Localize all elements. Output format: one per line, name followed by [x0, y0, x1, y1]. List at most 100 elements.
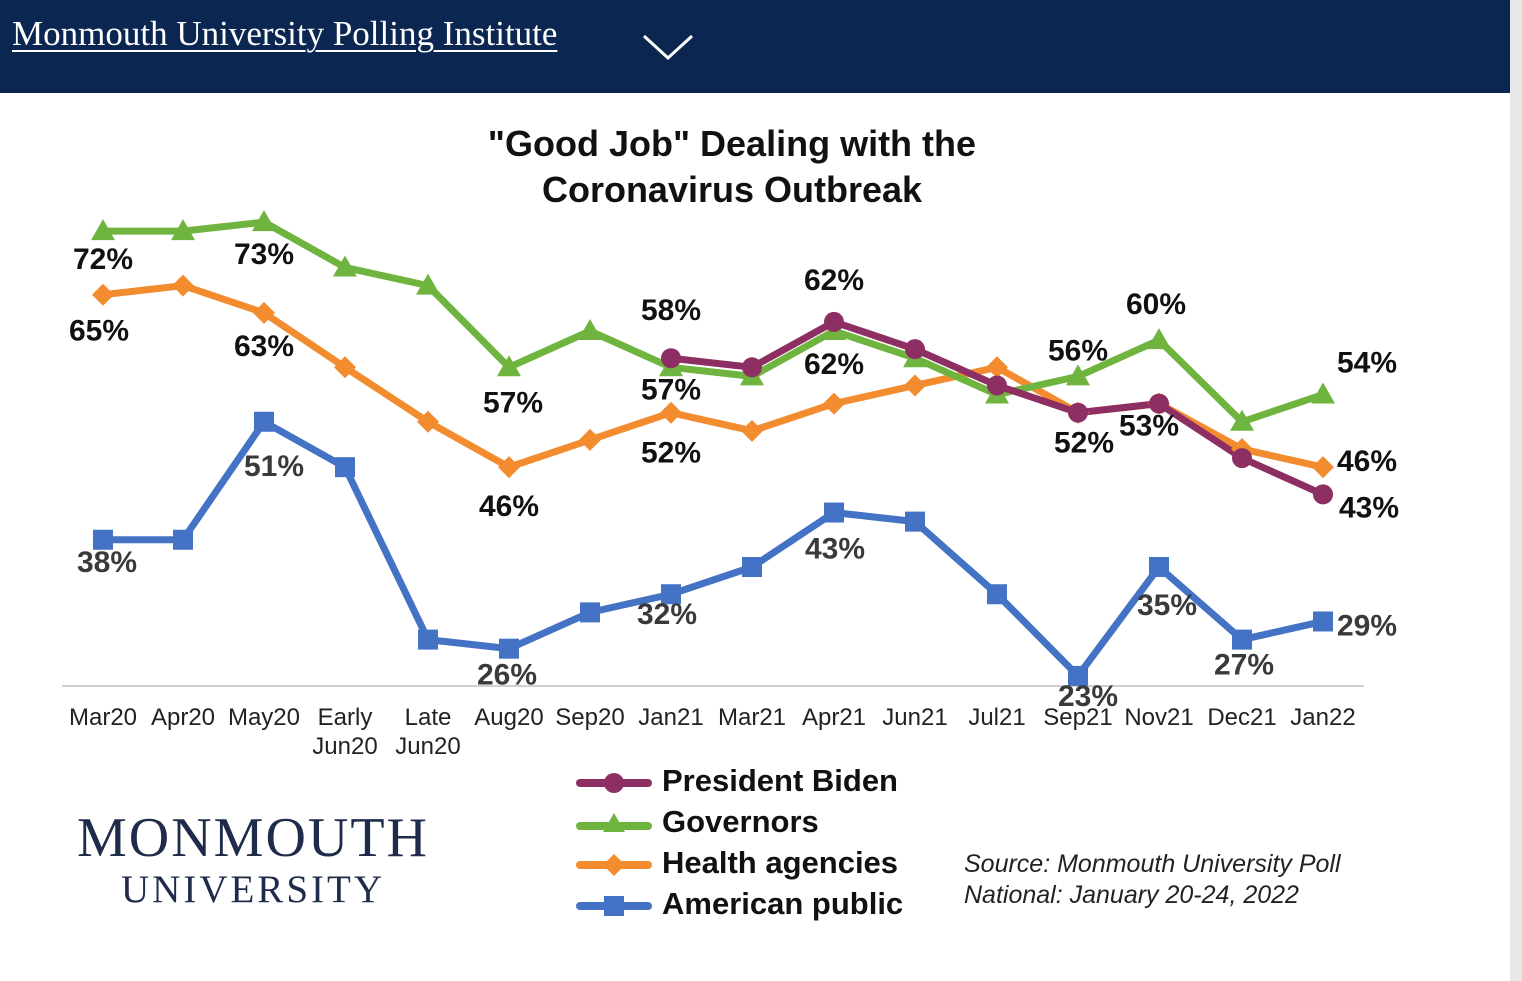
data-label: 52% [641, 437, 701, 470]
data-label: 56% [1048, 334, 1108, 367]
data-label: 65% [69, 315, 129, 348]
x-tick-label: Early Jun20 [312, 704, 377, 760]
data-label: 27% [1214, 649, 1274, 682]
x-tick-label: Nov21 [1124, 704, 1193, 731]
square-marker [418, 629, 438, 650]
data-label: 32% [637, 598, 697, 631]
data-label: 43% [805, 533, 865, 566]
diamond-marker [253, 301, 275, 324]
data-label: 63% [234, 330, 294, 363]
x-tick-label: Mar21 [718, 704, 786, 731]
data-label: 62% [804, 264, 864, 297]
chart-title-line-1: "Good Job" Dealing with the [488, 123, 976, 164]
x-tick-label: Jun21 [882, 704, 947, 731]
data-label: 46% [479, 490, 539, 523]
data-label: 54% [1337, 347, 1397, 380]
circle-marker [1149, 393, 1169, 414]
square-marker [335, 457, 355, 478]
diamond-marker [334, 356, 356, 379]
data-label: 57% [641, 373, 701, 406]
circle-marker [824, 311, 844, 332]
source-line-2: National: January 20-24, 2022 [964, 881, 1299, 909]
monmouth-logo: MONMOUTH UNIVERSITY [38, 808, 468, 912]
square-marker [173, 529, 193, 550]
data-label: 58% [641, 294, 701, 327]
x-tick-labels: Mar20 Apr20 May20 Early Jun20 Late Jun20 Aug20 S… [69, 704, 1356, 760]
legend-label: American public [662, 886, 904, 921]
data-label: 51% [244, 450, 304, 483]
triangle-marker [578, 319, 602, 340]
data-label: 26% [477, 659, 537, 692]
x-tick-label: Mar20 [69, 704, 137, 731]
x-tick-label: Jan21 [638, 704, 703, 731]
legend-label: Governors [662, 804, 819, 839]
square-marker [742, 557, 762, 577]
data-label: 72% [73, 243, 133, 276]
data-label: 62% [804, 348, 864, 381]
square-marker [93, 529, 113, 550]
square-marker [254, 411, 274, 432]
diamond-marker [1312, 456, 1334, 479]
data-label: 60% [1126, 288, 1186, 321]
line-chart: "Good Job" Dealing with the Coronavirus … [62, 123, 1399, 760]
circle-marker [1313, 484, 1333, 505]
triangle-marker [1066, 364, 1090, 386]
circle-marker [1232, 448, 1252, 469]
data-label: 52% [1054, 427, 1114, 460]
data-label: 46% [1337, 445, 1397, 478]
series-markers [91, 210, 1335, 686]
data-label: 29% [1337, 609, 1397, 642]
circle-marker [1068, 402, 1088, 423]
triangle-marker [1147, 328, 1171, 350]
data-label: 43% [1339, 491, 1399, 524]
diamond-marker [741, 419, 763, 442]
data-label: 73% [234, 238, 294, 271]
circle-marker [905, 339, 925, 360]
site-header: Monmouth University Polling Institute [0, 0, 1510, 93]
series-lines [102, 218, 1325, 680]
diamond-marker [660, 401, 682, 424]
square-marker [1313, 611, 1333, 632]
x-tick-label: Apr21 [802, 704, 866, 731]
diamond-marker-icon [576, 854, 652, 876]
square-marker [580, 602, 600, 623]
triangle-marker [1230, 409, 1254, 431]
square-marker [1068, 665, 1088, 686]
scrollbar-track[interactable] [1510, 0, 1522, 981]
triangle-marker [252, 210, 276, 232]
diamond-marker [92, 283, 114, 306]
triangle-marker-icon [576, 813, 652, 832]
triangle-marker [171, 219, 195, 241]
source-note: Source: Monmouth University Poll Nationa… [964, 849, 1341, 911]
square-marker-icon [576, 896, 652, 916]
logo-line-2: UNIVERSITY [121, 868, 385, 911]
source-line-1: Source: Monmouth University Poll [964, 850, 1341, 878]
x-tick-label: Late Jun20 [395, 704, 460, 760]
x-tick-label: Jan22 [1290, 704, 1355, 731]
legend-label: Health agencies [662, 845, 899, 880]
triangle-marker [497, 355, 521, 377]
circle-marker [987, 375, 1007, 396]
series-line [103, 218, 1325, 426]
x-tick-label: Dec21 [1207, 704, 1276, 731]
x-tick-label: Sep20 [555, 704, 624, 731]
square-marker [499, 638, 519, 659]
square-marker [987, 584, 1007, 605]
diamond-marker [172, 274, 194, 297]
data-label: 23% [1058, 680, 1118, 713]
circle-marker-icon [576, 773, 652, 793]
triangle-marker [416, 273, 440, 295]
data-labels: 38% 51% 26% 32% 43% 23% 35% 27% 29% 65% 63% 46% 52% 4… [69, 238, 1399, 713]
legend-label: President Biden [662, 763, 898, 798]
square-marker [824, 502, 844, 523]
chevron-down-icon[interactable] [640, 28, 696, 64]
data-label: 57% [483, 386, 543, 419]
x-tick-label: Jul21 [968, 704, 1025, 731]
institute-link[interactable]: Monmouth University Polling Institute [12, 14, 558, 53]
diamond-marker [498, 456, 520, 479]
x-tick-label: Apr20 [151, 704, 215, 731]
diamond-marker [986, 356, 1008, 379]
square-marker [1232, 629, 1252, 650]
data-label: 53% [1119, 410, 1179, 443]
triangle-marker [91, 219, 115, 241]
